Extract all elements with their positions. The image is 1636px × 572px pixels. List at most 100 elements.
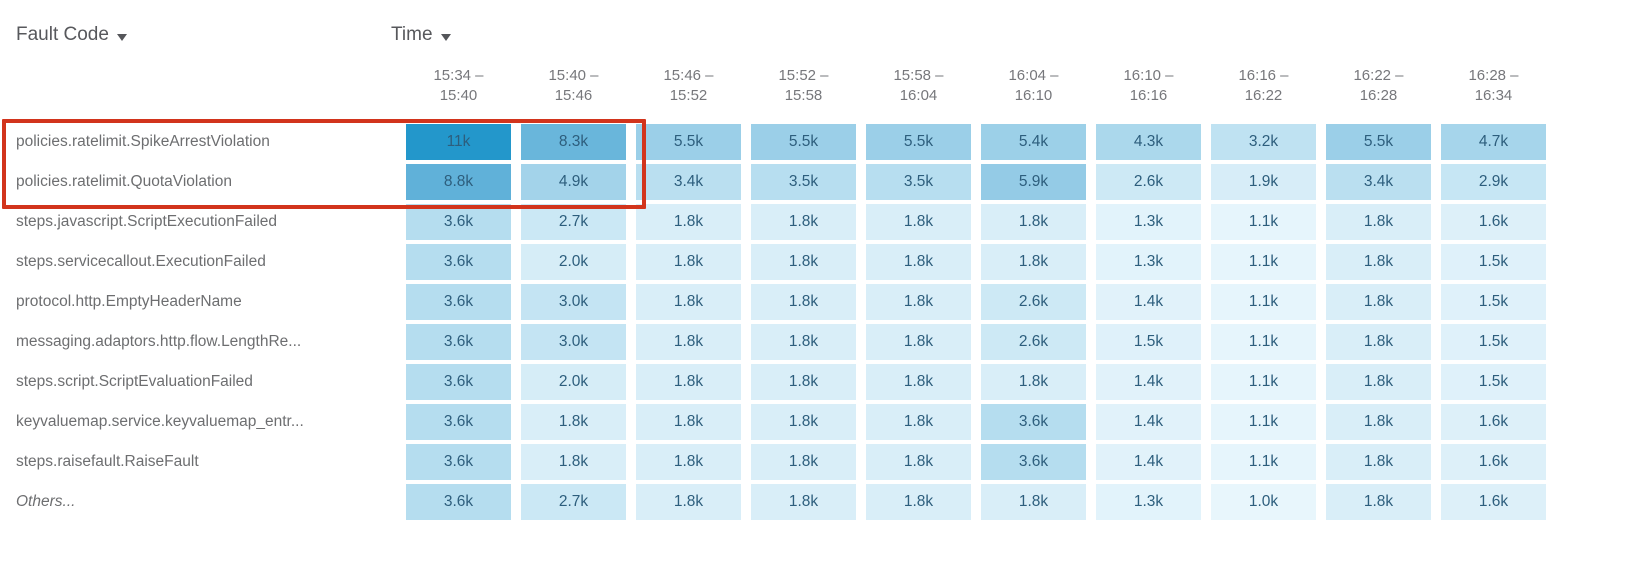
heatmap-cell[interactable]: 1.8k — [636, 284, 741, 320]
heatmap-cell[interactable]: 2.7k — [521, 484, 626, 520]
heatmap-cell[interactable]: 1.1k — [1211, 204, 1316, 240]
heatmap-cell[interactable]: 1.1k — [1211, 404, 1316, 440]
heatmap-cell[interactable]: 1.5k — [1441, 324, 1546, 360]
fault-code-sort-header[interactable]: Fault Code — [16, 24, 127, 46]
heatmap-cell[interactable]: 1.8k — [521, 404, 626, 440]
heatmap-cell[interactable]: 1.6k — [1441, 444, 1546, 480]
heatmap-cell[interactable]: 1.8k — [636, 244, 741, 280]
heatmap-cell[interactable]: 1.8k — [1326, 364, 1431, 400]
heatmap-cell[interactable]: 5.5k — [866, 124, 971, 160]
heatmap-cell[interactable]: 1.8k — [636, 484, 741, 520]
heatmap-cell[interactable]: 4.7k — [1441, 124, 1546, 160]
heatmap-cell[interactable]: 1.3k — [1096, 204, 1201, 240]
heatmap-cell[interactable]: 3.6k — [981, 444, 1086, 480]
heatmap-cell[interactable]: 5.5k — [636, 124, 741, 160]
heatmap-cell[interactable]: 1.1k — [1211, 444, 1316, 480]
heatmap-cell[interactable]: 1.8k — [1326, 404, 1431, 440]
heatmap-cell[interactable]: 1.8k — [636, 364, 741, 400]
heatmap-cell[interactable]: 1.6k — [1441, 404, 1546, 440]
heatmap-cell[interactable]: 1.8k — [866, 444, 971, 480]
heatmap-cell[interactable]: 1.8k — [751, 364, 856, 400]
heatmap-cell[interactable]: 1.6k — [1441, 484, 1546, 520]
heatmap-cell[interactable]: 1.8k — [751, 404, 856, 440]
heatmap-cell[interactable]: 1.8k — [1326, 484, 1431, 520]
heatmap-cell[interactable]: 3.0k — [521, 324, 626, 360]
heatmap-cell[interactable]: 1.8k — [751, 204, 856, 240]
heatmap-cell[interactable]: 1.8k — [751, 444, 856, 480]
heatmap-cell[interactable]: 4.3k — [1096, 124, 1201, 160]
heatmap-cell[interactable]: 1.8k — [1326, 284, 1431, 320]
heatmap-cell[interactable]: 3.4k — [636, 164, 741, 200]
heatmap-cell[interactable]: 1.8k — [981, 484, 1086, 520]
heatmap-cell[interactable]: 3.6k — [981, 404, 1086, 440]
heatmap-cell[interactable]: 3.0k — [521, 284, 626, 320]
heatmap-cell[interactable]: 1.8k — [636, 324, 741, 360]
heatmap-cell[interactable]: 1.8k — [1326, 324, 1431, 360]
heatmap-cell[interactable]: 1.6k — [1441, 204, 1546, 240]
heatmap-cell[interactable]: 1.8k — [981, 204, 1086, 240]
heatmap-cell[interactable]: 2.0k — [521, 364, 626, 400]
heatmap-cell[interactable]: 2.7k — [521, 204, 626, 240]
heatmap-cell[interactable]: 3.6k — [406, 404, 511, 440]
heatmap-cell[interactable]: 1.8k — [636, 444, 741, 480]
heatmap-cell[interactable]: 8.3k — [521, 124, 626, 160]
heatmap-cell[interactable]: 5.9k — [981, 164, 1086, 200]
heatmap-cell[interactable]: 2.9k — [1441, 164, 1546, 200]
heatmap-cell[interactable]: 1.0k — [1211, 484, 1316, 520]
heatmap-cell[interactable]: 1.8k — [1326, 204, 1431, 240]
heatmap-cell[interactable]: 5.5k — [751, 124, 856, 160]
heatmap-cell[interactable]: 3.4k — [1326, 164, 1431, 200]
heatmap-cell[interactable]: 1.8k — [866, 244, 971, 280]
heatmap-cell[interactable]: 1.8k — [981, 364, 1086, 400]
heatmap-cell[interactable]: 3.2k — [1211, 124, 1316, 160]
heatmap-cell[interactable]: 1.4k — [1096, 444, 1201, 480]
heatmap-cell[interactable]: 1.1k — [1211, 364, 1316, 400]
heatmap-cell[interactable]: 1.8k — [866, 284, 971, 320]
heatmap-cell[interactable]: 3.6k — [406, 484, 511, 520]
heatmap-cell[interactable]: 1.8k — [636, 404, 741, 440]
heatmap-cell[interactable]: 1.5k — [1441, 284, 1546, 320]
heatmap-cell[interactable]: 1.8k — [1326, 244, 1431, 280]
heatmap-cell[interactable]: 3.6k — [406, 444, 511, 480]
heatmap-cell[interactable]: 1.1k — [1211, 244, 1316, 280]
heatmap-cell[interactable]: 1.3k — [1096, 244, 1201, 280]
heatmap-cell[interactable]: 2.6k — [1096, 164, 1201, 200]
heatmap-cell[interactable]: 3.6k — [406, 364, 511, 400]
heatmap-cell[interactable]: 3.6k — [406, 324, 511, 360]
heatmap-cell[interactable]: 1.8k — [751, 244, 856, 280]
heatmap-cell[interactable]: 1.4k — [1096, 284, 1201, 320]
heatmap-cell[interactable]: 1.8k — [866, 204, 971, 240]
heatmap-cell[interactable]: 2.6k — [981, 284, 1086, 320]
heatmap-cell[interactable]: 5.4k — [981, 124, 1086, 160]
heatmap-cell[interactable]: 1.8k — [636, 204, 741, 240]
heatmap-cell[interactable]: 1.8k — [866, 364, 971, 400]
heatmap-cell[interactable]: 2.0k — [521, 244, 626, 280]
heatmap-cell[interactable]: 1.8k — [866, 404, 971, 440]
heatmap-cell[interactable]: 1.9k — [1211, 164, 1316, 200]
time-sort-header[interactable]: Time — [391, 24, 451, 46]
heatmap-cell[interactable]: 11k — [406, 124, 511, 160]
heatmap-cell[interactable]: 3.6k — [406, 244, 511, 280]
heatmap-cell[interactable]: 2.6k — [981, 324, 1086, 360]
heatmap-cell[interactable]: 3.6k — [406, 284, 511, 320]
heatmap-cell[interactable]: 1.8k — [521, 444, 626, 480]
heatmap-cell[interactable]: 1.4k — [1096, 404, 1201, 440]
heatmap-cell[interactable]: 3.5k — [751, 164, 856, 200]
heatmap-cell[interactable]: 1.8k — [866, 484, 971, 520]
heatmap-cell[interactable]: 3.6k — [406, 204, 511, 240]
heatmap-cell[interactable]: 5.5k — [1326, 124, 1431, 160]
heatmap-cell[interactable]: 1.5k — [1441, 244, 1546, 280]
heatmap-cell[interactable]: 4.9k — [521, 164, 626, 200]
heatmap-cell[interactable]: 1.1k — [1211, 324, 1316, 360]
heatmap-cell[interactable]: 1.5k — [1096, 324, 1201, 360]
heatmap-cell[interactable]: 1.1k — [1211, 284, 1316, 320]
heatmap-cell[interactable]: 1.5k — [1441, 364, 1546, 400]
heatmap-cell[interactable]: 1.3k — [1096, 484, 1201, 520]
heatmap-cell[interactable]: 3.5k — [866, 164, 971, 200]
heatmap-cell[interactable]: 1.4k — [1096, 364, 1201, 400]
heatmap-cell[interactable]: 1.8k — [751, 484, 856, 520]
heatmap-cell[interactable]: 1.8k — [751, 324, 856, 360]
heatmap-cell[interactable]: 1.8k — [866, 324, 971, 360]
heatmap-cell[interactable]: 1.8k — [1326, 444, 1431, 480]
heatmap-cell[interactable]: 8.8k — [406, 164, 511, 200]
